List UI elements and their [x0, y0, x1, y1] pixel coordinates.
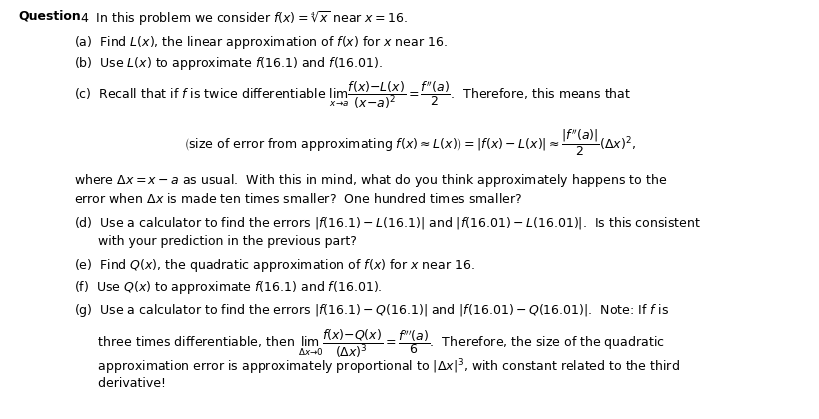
- Text: $\left(\text{size of error from approximating } f(x) \approx L(x)\right) = |f(x): $\left(\text{size of error from approxim…: [183, 128, 636, 158]
- Text: (d)  Use a calculator to find the errors $|f(16.1) - L(16.1)|$ and $|f(16.01) - : (d) Use a calculator to find the errors …: [74, 215, 700, 230]
- Text: derivative!: derivative!: [74, 377, 165, 390]
- Text: with your prediction in the previous part?: with your prediction in the previous par…: [74, 235, 356, 248]
- Text: 4  In this problem we consider $f(x) = \sqrt[4]{x}$ near $x = 16$.: 4 In this problem we consider $f(x) = \s…: [80, 9, 408, 28]
- Text: (b)  Use $L(x)$ to approximate $f(16.1)$ and $f(16.01)$.: (b) Use $L(x)$ to approximate $f(16.1)$ …: [74, 55, 382, 72]
- Text: (c)  Recall that if $f$ is twice differentiable $\lim_{x \to a} \dfrac{f(x)-L(x): (c) Recall that if $f$ is twice differen…: [74, 80, 630, 111]
- Text: (f)  Use $Q(x)$ to approximate $f(16.1)$ and $f(16.01)$.: (f) Use $Q(x)$ to approximate $f(16.1)$ …: [74, 279, 382, 296]
- Text: three times differentiable, then $\lim_{\Delta x \to 0} \dfrac{f(x)-Q(x)}{(\Delt: three times differentiable, then $\lim_{…: [74, 328, 663, 360]
- Text: Question: Question: [18, 9, 81, 22]
- Text: where $\Delta x = x - a$ as usual.  With this in mind, what do you think approxi: where $\Delta x = x - a$ as usual. With …: [74, 172, 666, 189]
- Text: approximation error is approximately proportional to $|\Delta x|^3$, with consta: approximation error is approximately pro…: [74, 357, 679, 377]
- Text: error when $\Delta x$ is made ten times smaller?  One hundred times smaller?: error when $\Delta x$ is made ten times …: [74, 192, 522, 206]
- Text: (g)  Use a calculator to find the errors $|f(16.1) - Q(16.1)|$ and $|f(16.01) - : (g) Use a calculator to find the errors …: [74, 302, 668, 319]
- Text: (e)  Find $Q(x)$, the quadratic approximation of $f(x)$ for $x$ near 16.: (e) Find $Q(x)$, the quadratic approxima…: [74, 257, 474, 274]
- Text: (a)  Find $L(x)$, the linear approximation of $f(x)$ for $x$ near 16.: (a) Find $L(x)$, the linear approximatio…: [74, 34, 447, 51]
